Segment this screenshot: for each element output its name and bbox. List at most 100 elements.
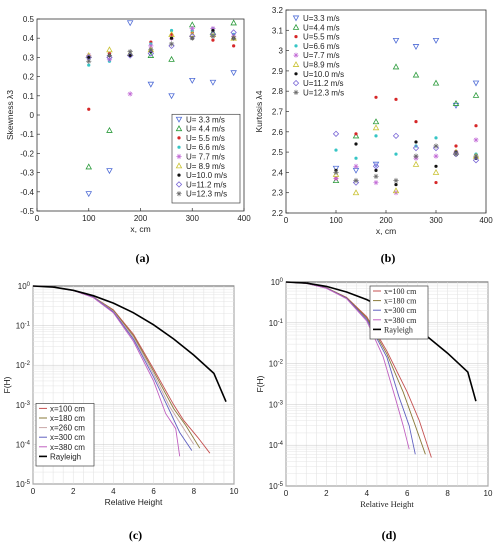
- legend-entry: U=8.9 m/s: [303, 61, 340, 70]
- data-point: [230, 19, 237, 26]
- series-2: [334, 95, 478, 185]
- x-tick-label: 8: [445, 489, 450, 498]
- data-point: [86, 58, 92, 64]
- data-point: [394, 152, 398, 156]
- data-point: [169, 36, 174, 40]
- legend-marker: [294, 35, 298, 39]
- chart-panel-a: 0 100 200 300 400 -0.5 -0.4 -0.3 -0.2 -0.1 0 0.1 0.2…: [5, 15, 251, 234]
- data-point: [432, 144, 440, 152]
- legend-entry: U=12.3 m/s: [186, 190, 227, 199]
- legend-entry: x=300 cm: [50, 433, 85, 442]
- x-tick-label: 10: [484, 489, 493, 498]
- panel-label: (c): [129, 528, 142, 542]
- y-tick-label: 100: [271, 278, 284, 287]
- data-point: [211, 38, 215, 42]
- legend-marker: [292, 23, 300, 30]
- chart-panel-d: 0 2 4 6 8 10 100 10-1 10-2 10-3 10-4 10-5 Relative H…: [255, 278, 493, 509]
- data-point: [392, 132, 400, 140]
- y-tick-label: 2.2: [272, 209, 284, 218]
- data-point: [412, 160, 420, 167]
- data-point: [472, 157, 480, 164]
- x-axis-label: x, cm: [376, 226, 396, 236]
- y-tick-label: 2.9: [272, 67, 284, 76]
- data-point: [106, 56, 113, 62]
- x-tick-label: 0: [31, 487, 36, 496]
- legend-entry: U=10.0 m/s: [303, 70, 344, 79]
- x-tick-label: 6: [405, 489, 410, 498]
- x-tick-label: 100: [82, 214, 96, 223]
- x-tick-label: 0: [284, 216, 289, 225]
- data-point: [414, 140, 418, 144]
- legend-entry: x=380 cm: [50, 443, 85, 452]
- legend-entry: x=380 cm: [384, 316, 417, 325]
- legend-entry: U= 6.6 m/s: [186, 143, 225, 152]
- data-point: [393, 177, 399, 184]
- data-point: [413, 153, 419, 159]
- x-tick-label: 4: [365, 489, 370, 498]
- legend-entry: U=6.6 m/s: [303, 42, 340, 51]
- x-axis-label: Relative Height: [105, 497, 163, 507]
- legend-entry: x=260 cm: [50, 424, 85, 433]
- legend-entry: U=5.5 m/s: [303, 33, 340, 42]
- y-tick-label: 2.6: [272, 128, 284, 137]
- legend-entry: x=100 cm: [50, 404, 85, 413]
- y-tick-label: 10-3: [16, 401, 31, 410]
- data-point: [414, 120, 418, 124]
- y-tick-label: 2.4: [272, 168, 284, 177]
- data-point: [147, 50, 155, 57]
- y-axis-label: F(H): [2, 376, 12, 393]
- legend-entry: U=11.2 m/s: [303, 79, 344, 88]
- legend-marker: [292, 61, 300, 67]
- data-point: [352, 132, 360, 139]
- y-tick-label: 2.5: [272, 148, 284, 157]
- data-point: [352, 179, 360, 186]
- data-point: [433, 153, 439, 159]
- data-point: [414, 144, 418, 148]
- data-point: [473, 153, 479, 159]
- y-tick-label: 10-5: [16, 480, 31, 489]
- x-tick-label: 4: [111, 487, 116, 496]
- data-point: [87, 63, 91, 67]
- data-point: [474, 124, 478, 128]
- y-axis-label: Skewness λ3: [5, 90, 15, 140]
- data-point: [453, 151, 459, 157]
- data-point: [232, 44, 236, 48]
- x-tick-label: 2: [324, 489, 329, 498]
- y-tick-label: 2.7: [272, 108, 284, 117]
- y-tick-label: 10-3: [269, 400, 284, 409]
- legend: U= 3.3 m/sU= 4.4 m/sU= 5.5 m/sU= 6.6 m/s…: [171, 113, 241, 204]
- data-point: [334, 148, 338, 152]
- legend-marker: [175, 125, 183, 132]
- x-tick-label: 400: [479, 216, 493, 225]
- legend-entry: U= 8.9 m/s: [186, 162, 225, 171]
- y-tick-label: -0.1: [20, 130, 34, 139]
- data-point: [106, 46, 113, 53]
- data-point: [392, 37, 400, 44]
- y-tick-label: 0: [30, 111, 35, 120]
- legend-marker: [176, 191, 182, 197]
- data-point: [85, 163, 93, 170]
- y-tick-label: 10-5: [269, 482, 284, 491]
- y-tick-label: 10-1: [269, 319, 284, 328]
- data-point: [231, 35, 237, 41]
- data-point: [412, 44, 420, 50]
- x-axis-label: Relative Height: [360, 499, 414, 509]
- y-tick-label: -0.2: [20, 149, 34, 158]
- data-point: [189, 35, 195, 41]
- legend-marker: [175, 181, 183, 188]
- legend-marker: [294, 72, 298, 76]
- data-point: [352, 189, 360, 196]
- data-point: [353, 177, 359, 184]
- series-8: [86, 33, 237, 64]
- y-tick-label: 0.1: [23, 92, 35, 101]
- legend-marker: [177, 145, 181, 149]
- data-point: [106, 52, 113, 59]
- y-axis-label: Kurtosis λ4: [254, 90, 264, 132]
- legend-entry: x=180 cm: [384, 297, 417, 306]
- legend-entry: U=10.0 m/s: [186, 171, 227, 180]
- y-tick-label: 0.5: [23, 15, 35, 24]
- data-point: [210, 26, 216, 32]
- data-point: [127, 91, 133, 97]
